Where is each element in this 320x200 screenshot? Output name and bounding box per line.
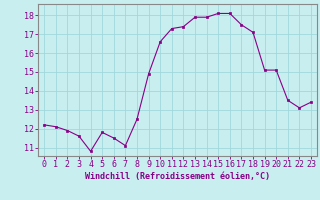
X-axis label: Windchill (Refroidissement éolien,°C): Windchill (Refroidissement éolien,°C) <box>85 172 270 181</box>
